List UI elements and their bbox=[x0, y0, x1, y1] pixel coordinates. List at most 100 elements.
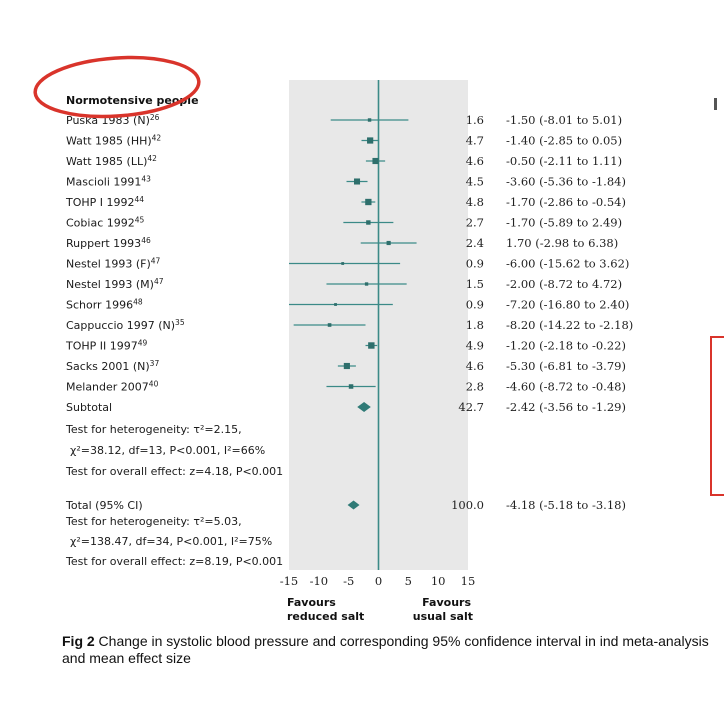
study-reference: 37 bbox=[150, 359, 160, 368]
study-label: Cappuccio 1997 (N)35 bbox=[66, 318, 185, 332]
weight-value: 2.7 bbox=[466, 216, 484, 230]
point-estimate bbox=[348, 384, 354, 389]
study-reference: 42 bbox=[152, 134, 162, 143]
point-estimate bbox=[366, 220, 371, 225]
study-label: Ruppert 199346 bbox=[66, 236, 151, 250]
figure-caption: Fig 2 Change in systolic blood pressure … bbox=[62, 633, 722, 667]
study-label: Nestel 1993 (M)47 bbox=[66, 277, 164, 291]
weight-value: 4.5 bbox=[466, 175, 484, 189]
study-reference: 44 bbox=[135, 195, 145, 204]
weight-value: 0.9 bbox=[466, 257, 484, 271]
study-reference: 47 bbox=[151, 257, 161, 266]
study-label: Cobiac 199245 bbox=[66, 216, 145, 230]
total-diamond bbox=[347, 500, 360, 510]
effect-ci-text: -8.20 (-14.22 to -2.18) bbox=[506, 318, 633, 332]
effect-ci-text: -1.40 (-2.85 to 0.05) bbox=[506, 134, 622, 148]
study-label: Schorr 199648 bbox=[66, 298, 143, 312]
effect-ci-text: -1.20 (-2.18 to -0.22) bbox=[506, 339, 626, 353]
cropped-glyph bbox=[714, 98, 717, 110]
subtotal-weight: 42.7 bbox=[458, 400, 484, 414]
point-estimate bbox=[386, 240, 391, 246]
favours-left-line2: reduced salt bbox=[287, 610, 364, 623]
point-estimate bbox=[372, 157, 379, 165]
x-tick-label: 10 bbox=[431, 574, 446, 588]
study-reference: 46 bbox=[141, 236, 151, 245]
study-reference: 45 bbox=[135, 216, 145, 225]
x-tick-label: -15 bbox=[280, 574, 299, 588]
subtotal-ci-text: -2.42 (-3.56 to -1.29) bbox=[506, 400, 626, 414]
study-label: TOHP I 199244 bbox=[65, 195, 144, 209]
effect-ci-text: -5.30 (-6.81 to -3.79) bbox=[506, 359, 626, 373]
study-reference: 42 bbox=[147, 154, 157, 163]
total-stat-note: Test for heterogeneity: τ²=5.03, bbox=[65, 515, 242, 528]
total-stat-note: Test for overall effect: z=8.19, P<0.001 bbox=[65, 555, 283, 568]
total-ci-text: -4.18 (-5.18 to -3.18) bbox=[506, 498, 626, 512]
point-estimate bbox=[368, 342, 375, 349]
study-label: Sacks 2001 (N)37 bbox=[66, 359, 159, 373]
point-estimate bbox=[364, 282, 369, 286]
point-estimate bbox=[334, 303, 337, 306]
subtotal-diamond bbox=[357, 402, 371, 412]
subtotal-stat-note: Test for heterogeneity: τ²=2.15, bbox=[65, 423, 242, 436]
weight-value: 2.4 bbox=[466, 236, 484, 250]
subtotal-stat-note: χ²=38.12, df=13, P<0.001, I²=66% bbox=[70, 444, 265, 457]
study-label: Watt 1985 (LL)42 bbox=[66, 154, 157, 168]
weight-value: 4.6 bbox=[466, 154, 484, 168]
effect-ci-text: -6.00 (-15.62 to 3.62) bbox=[506, 257, 629, 271]
study-reference: 43 bbox=[141, 175, 151, 184]
weight-value: 4.8 bbox=[466, 195, 484, 209]
subtotal-label: Subtotal bbox=[66, 401, 112, 414]
total-label: Total (95% CI) bbox=[65, 499, 143, 512]
effect-ci-text: -3.60 (-5.36 to -1.84) bbox=[506, 175, 626, 189]
point-estimate bbox=[327, 323, 332, 327]
study-label: Nestel 1993 (F)47 bbox=[66, 257, 161, 271]
effect-ci-text: 1.70 (-2.98 to 6.38) bbox=[506, 236, 618, 250]
x-tick-label: 5 bbox=[405, 574, 412, 588]
study-reference: 26 bbox=[150, 113, 160, 122]
study-reference: 35 bbox=[175, 318, 185, 327]
study-reference: 48 bbox=[133, 298, 143, 307]
study-reference: 49 bbox=[138, 339, 148, 348]
x-tick-label: 0 bbox=[375, 574, 382, 588]
point-estimate bbox=[367, 137, 374, 144]
caption-prefix: Fig 2 bbox=[62, 633, 95, 649]
caption-text: Change in systolic blood pressure and co… bbox=[62, 633, 709, 666]
effect-ci-text: -1.50 (-8.01 to 5.01) bbox=[506, 113, 622, 127]
study-label: Watt 1985 (HH)42 bbox=[66, 134, 161, 148]
point-estimate bbox=[353, 178, 361, 185]
effect-ci-text: -1.70 (-2.86 to -0.54) bbox=[506, 195, 626, 209]
study-reference: 47 bbox=[154, 277, 164, 286]
weight-value: 4.6 bbox=[466, 359, 484, 373]
total-stat-note: χ²=138.47, df=34, P<0.001, I²=75% bbox=[70, 535, 272, 548]
study-label: TOHP II 199749 bbox=[65, 339, 148, 353]
highlight-ellipse bbox=[33, 55, 201, 119]
study-label: Mascioli 199143 bbox=[66, 175, 151, 189]
favours-right-line1: Favours bbox=[422, 596, 471, 609]
study-label: Melander 200740 bbox=[66, 380, 159, 394]
weight-value: 0.9 bbox=[466, 298, 484, 312]
point-estimate bbox=[343, 362, 350, 370]
favours-left-line1: Favours bbox=[287, 596, 336, 609]
subtotal-stat-note: Test for overall effect: z=4.18, P<0.001 bbox=[65, 465, 283, 478]
point-estimate bbox=[365, 198, 372, 206]
effect-ci-text: -0.50 (-2.11 to 1.11) bbox=[506, 154, 622, 168]
point-estimate bbox=[367, 118, 372, 122]
x-tick-label: 15 bbox=[461, 574, 476, 588]
x-tick-label: -10 bbox=[310, 574, 329, 588]
favours-right-line2: usual salt bbox=[413, 610, 473, 623]
effect-ci-text: -7.20 (-16.80 to 2.40) bbox=[506, 298, 629, 312]
effect-ci-text: -1.70 (-5.89 to 2.49) bbox=[506, 216, 622, 230]
weight-value: 4.9 bbox=[466, 339, 484, 353]
weight-value: 2.8 bbox=[466, 380, 484, 394]
point-estimate bbox=[341, 262, 345, 265]
weight-value: 1.8 bbox=[466, 318, 484, 332]
weight-value: 4.7 bbox=[466, 134, 484, 148]
study-reference: 40 bbox=[149, 380, 159, 389]
partial-highlight-box bbox=[710, 336, 724, 496]
total-weight: 100.0 bbox=[451, 498, 484, 512]
effect-ci-text: -2.00 (-8.72 to 4.72) bbox=[506, 277, 622, 291]
group-heading: Normotensive people bbox=[66, 94, 199, 107]
effect-ci-text: -4.60 (-8.72 to -0.48) bbox=[506, 380, 626, 394]
x-tick-label: -5 bbox=[343, 574, 354, 588]
